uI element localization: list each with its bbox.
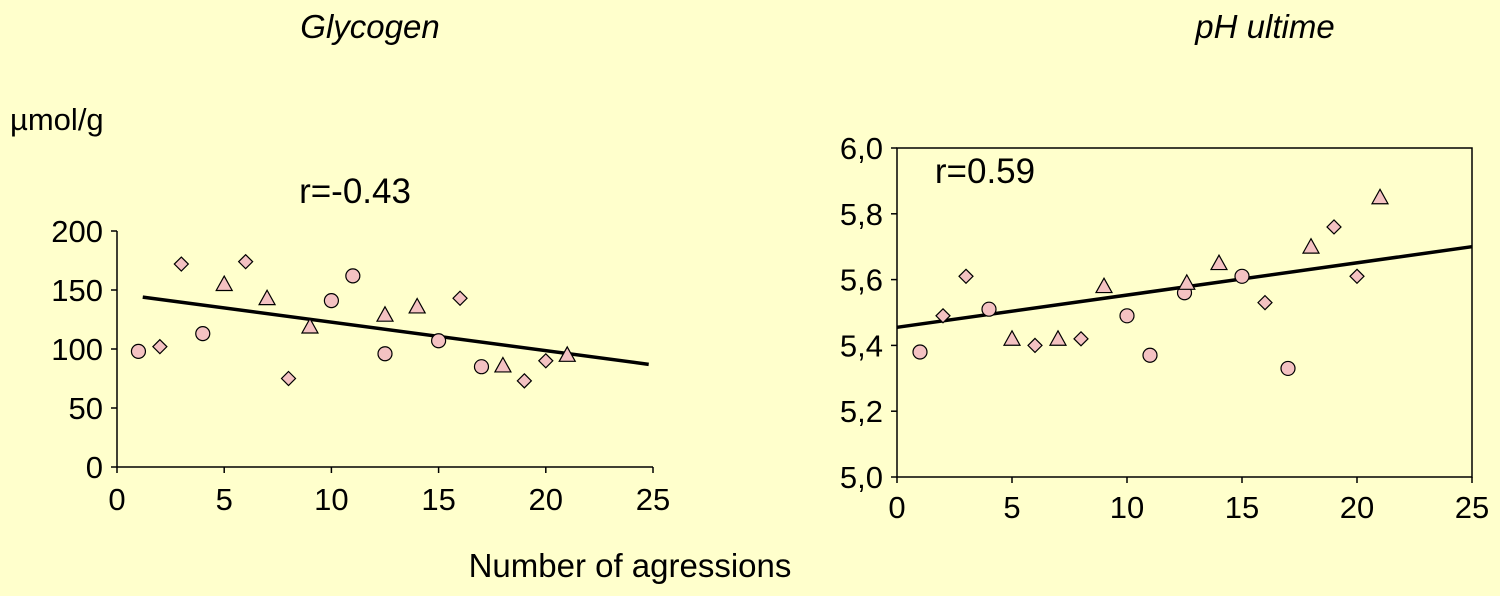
data-point-circle: [377, 346, 393, 362]
x-tick-label: 5: [1003, 490, 1020, 525]
data-point-circle: [1142, 347, 1158, 363]
data-point-circle: [1119, 308, 1135, 324]
correlation-annotation-glycogen: r=-0.43: [299, 172, 411, 211]
x-tick-label: 10: [314, 482, 348, 517]
y-tick-label: 5,4: [840, 328, 883, 363]
data-point-diamond: [935, 307, 951, 324]
y-axis-label-glycogen: µmol/g: [10, 102, 104, 137]
data-point-triangle: [258, 289, 277, 306]
data-point-diamond: [1326, 219, 1342, 235]
y-tick-label: 150: [51, 273, 103, 308]
glycogen-plot: 0 5 10 15 20 25 0 50 100 150 200: [51, 214, 670, 517]
x-tick-label: 0: [108, 482, 125, 517]
data-point-circle: [345, 268, 361, 284]
data-point-circle: [981, 301, 997, 317]
data-point-diamond: [1349, 268, 1365, 285]
shared-x-axis-label: Number of agressions: [469, 547, 792, 584]
data-point-triangle: [1370, 188, 1390, 205]
data-point-circle: [195, 326, 211, 342]
data-point-circle: [323, 293, 339, 309]
data-point-diamond: [280, 370, 297, 387]
y-tick-label: 100: [51, 332, 103, 367]
data-point-triangle: [215, 274, 234, 292]
correlation-annotation-ph: r=0.59: [935, 152, 1035, 191]
data-point-circle: [1280, 360, 1296, 377]
data-point-diamond: [1073, 330, 1089, 347]
y-tick-label: 6,0: [840, 131, 883, 166]
x-tick-label: 10: [1110, 490, 1144, 525]
data-point-triangle: [1177, 273, 1196, 290]
x-tick-label: 0: [888, 490, 905, 525]
x-tick-label: 15: [1225, 490, 1259, 525]
x-tick-label: 20: [529, 482, 563, 517]
x-tick-label: 25: [636, 482, 670, 517]
ph-plot: 0 5 10 15 20 25 5,0 5,2 5,4 5,6 5,8 6,0: [840, 131, 1489, 525]
data-point-circle: [473, 359, 490, 375]
data-point-circle: [912, 344, 928, 360]
data-point-triangle: [300, 317, 319, 334]
data-point-diamond: [537, 352, 554, 369]
y-tick-label: 5,6: [840, 263, 883, 298]
data-point-diamond: [516, 373, 533, 389]
y-tick-label: 5,2: [840, 394, 883, 429]
plot-frame: [896, 147, 1473, 478]
data-point-triangle: [558, 345, 577, 362]
chart-title-glycogen: Glycogen: [300, 8, 439, 45]
x-tick-label: 5: [216, 482, 233, 517]
data-point-triangle: [375, 305, 395, 322]
data-point-triangle: [1048, 329, 1068, 346]
data-point-diamond: [1257, 294, 1273, 311]
x-tick-label: 25: [1455, 490, 1489, 525]
x-tick-label: 20: [1340, 490, 1374, 525]
chart-title-ph: pH ultime: [1194, 8, 1334, 45]
data-point-diamond: [237, 253, 254, 270]
data-point-circle: [431, 333, 447, 349]
data-point-circle: [1234, 268, 1250, 284]
data-point-triangle: [493, 356, 512, 373]
data-point-diamond: [152, 338, 168, 355]
data-point-triangle: [1094, 276, 1114, 294]
data-point-triangle: [1209, 253, 1229, 271]
data-point-triangle: [1002, 329, 1022, 346]
data-point-diamond: [173, 256, 190, 272]
x-tick-label: 15: [421, 482, 455, 517]
y-tick-label: 200: [51, 214, 103, 249]
y-tick-label: 5,8: [840, 197, 883, 232]
y-tick-label: 50: [69, 391, 103, 426]
data-point-diamond: [1027, 337, 1043, 354]
data-point-triangle: [1301, 237, 1321, 254]
data-point-diamond: [958, 268, 974, 285]
y-tick-label: 5,0: [840, 460, 883, 495]
trend-line: [142, 295, 649, 367]
y-tick-label: 0: [86, 450, 103, 485]
data-point-circle: [130, 343, 147, 359]
data-point-diamond: [452, 290, 468, 307]
data-point-triangle: [408, 297, 427, 314]
